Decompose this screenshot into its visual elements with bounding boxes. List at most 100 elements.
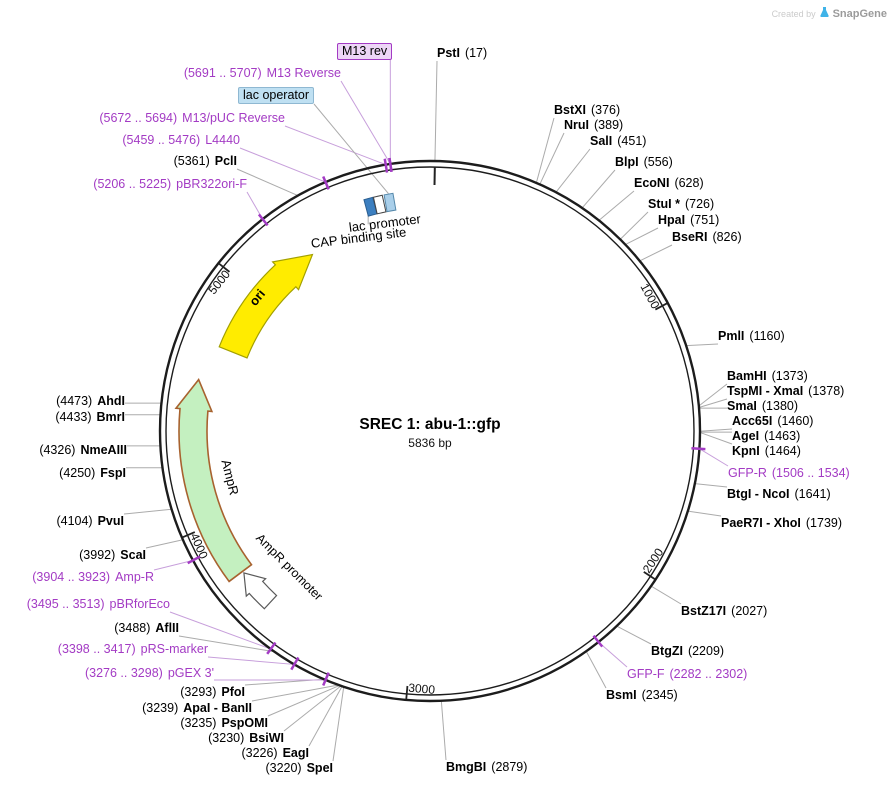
site-position: (4250)	[59, 466, 96, 480]
primer-label-amp-r[interactable]: (3904 .. 3923) Amp-R	[32, 570, 154, 585]
feature-name: lac operator	[243, 88, 310, 102]
site-label-blpi[interactable]: BlpI (556)	[615, 155, 673, 170]
enzyme-name: NmeAIII	[80, 443, 127, 457]
site-label-bmri[interactable]: (4433) BmrI	[55, 410, 125, 425]
site-label-nrui[interactable]: NruI (389)	[564, 118, 623, 133]
enzyme-name: BmgBI	[446, 760, 487, 774]
site-label-pspomi[interactable]: (3235) PspOMI	[180, 716, 268, 731]
site-label-econi[interactable]: EcoNI (628)	[634, 176, 704, 191]
site-label-btgi-ncoi[interactable]: BtgI - NcoI (1641)	[727, 487, 831, 502]
site-label-kpni[interactable]: KpnI (1464)	[732, 444, 801, 459]
site-label-pvui[interactable]: (4104) PvuI	[56, 514, 124, 529]
ori-arrow[interactable]	[218, 253, 314, 359]
primer-site-tick[interactable]	[592, 634, 604, 648]
site-label-tspmi-xmai[interactable]: TspMI - XmaI (1378)	[727, 384, 844, 399]
primer-site-tick[interactable]	[383, 158, 389, 173]
enzyme-name: AhdI	[97, 394, 125, 408]
callout-line	[639, 244, 673, 262]
watermark: Created by SnapGene	[772, 5, 887, 23]
enzyme-name: BtgI - NcoI	[727, 487, 790, 501]
site-label-pfoi[interactable]: (3293) PfoI	[180, 685, 245, 700]
site-label-psti[interactable]: PstI (17)	[437, 46, 487, 61]
watermark-created-by: Created by	[771, 9, 816, 19]
primer-label-prs-marker[interactable]: (3398 .. 3417) pRS-marker	[58, 642, 208, 657]
callout-line	[236, 168, 299, 197]
site-position: (1380)	[761, 399, 799, 413]
site-label-btgzi[interactable]: BtgZI (2209)	[651, 644, 724, 659]
site-position: (3992)	[79, 548, 116, 562]
primer-site-tick[interactable]	[322, 672, 330, 686]
feature-box[interactable]	[372, 194, 387, 215]
site-label-spei[interactable]: (3220) SpeI	[265, 761, 333, 776]
site-position: (3398 .. 3417)	[57, 642, 136, 656]
callout-line	[169, 611, 271, 650]
feature-label-lac-operator[interactable]: lac operator	[238, 87, 315, 104]
site-label-bsiwi[interactable]: (3230) BsiWI	[208, 731, 284, 746]
site-position: (3276 .. 3298)	[84, 666, 163, 680]
primer-site-tick[interactable]	[322, 176, 330, 190]
site-position: (1373)	[771, 369, 808, 383]
site-label-eagi[interactable]: (3226) EagI	[241, 746, 309, 761]
primer-site-tick[interactable]	[691, 446, 706, 451]
primer-site-tick[interactable]	[257, 213, 269, 227]
site-label-stui[interactable]: StuI * (726)	[648, 197, 714, 212]
enzyme-name: BsiWI	[249, 731, 284, 745]
primer-label-m13-puc-reverse[interactable]: (5672 .. 5694) M13/pUC Reverse	[99, 111, 285, 126]
enzyme-name: PvuI	[97, 514, 124, 528]
primer-label-m13-reverse[interactable]: (5691 .. 5707) M13 Reverse	[184, 66, 341, 81]
site-label-scai[interactable]: (3992) ScaI	[79, 548, 146, 563]
site-label-ahdi[interactable]: (4473) AhdI	[56, 394, 125, 409]
site-position: (2209)	[687, 644, 725, 658]
primer-site-tick[interactable]	[290, 656, 300, 671]
enzyme-name: AflII	[155, 621, 179, 635]
site-label-bstz17i[interactable]: BstZ17I (2027)	[681, 604, 767, 619]
site-label-sali[interactable]: SalI (451)	[590, 134, 646, 149]
primer-label-pbr322ori-f[interactable]: (5206 .. 5225) pBR322ori-F	[93, 177, 247, 192]
site-label-hpai[interactable]: HpaI (751)	[658, 213, 719, 228]
callout-line	[340, 80, 391, 165]
site-label-bstxi[interactable]: BstXI (376)	[554, 103, 620, 118]
plasmid-ring-inner	[165, 166, 695, 696]
enzyme-name: TspMI - XmaI	[727, 384, 804, 398]
primer-label-gfp-r[interactable]: GFP-R (1506 .. 1534)	[728, 466, 850, 481]
site-label-acc65i[interactable]: Acc65I (1460)	[732, 414, 813, 429]
primer-label-pgex-3[interactable]: (3276 .. 3298) pGEX 3'	[85, 666, 214, 681]
enzyme-name: EagI	[282, 746, 309, 760]
primer-site-tick[interactable]	[388, 157, 393, 173]
primer-site-tick[interactable]	[266, 641, 277, 655]
site-position: (4473)	[56, 394, 93, 408]
feature-box[interactable]	[383, 192, 397, 213]
callout-line	[440, 700, 447, 761]
site-label-bmgbi[interactable]: BmgBI (2879)	[446, 760, 527, 775]
site-position: (1378)	[808, 384, 845, 398]
ampr-arrow[interactable]	[174, 378, 253, 583]
site-position: (4326)	[39, 443, 76, 457]
site-label-pmli[interactable]: PmlI (1160)	[718, 329, 785, 344]
primer-label-gfp-f[interactable]: GFP-F (2282 .. 2302)	[627, 667, 747, 682]
site-position: (5672 .. 5694)	[99, 111, 178, 125]
site-position: (17)	[464, 46, 488, 60]
enzyme-name: AgeI	[732, 429, 760, 443]
site-label-pcli[interactable]: (5361) PclI	[174, 154, 237, 169]
site-label-smai[interactable]: SmaI (1380)	[727, 399, 798, 414]
feature-label-m13-rev[interactable]: M13 rev	[337, 43, 393, 60]
site-label-bsmi[interactable]: BsmI (2345)	[606, 688, 678, 703]
site-label-aflii[interactable]: (3488) AflII	[114, 621, 179, 636]
primer-label-pbrforeco[interactable]: (3495 .. 3513) pBRforEco	[27, 597, 170, 612]
primer-site-tick[interactable]	[187, 555, 201, 565]
scale-label: 2000	[640, 545, 667, 575]
plasmid-ring-outer[interactable]	[158, 159, 702, 703]
primer-label-l4440[interactable]: (5459 .. 5476) L4440	[122, 133, 240, 148]
feature-name: M13 rev	[342, 44, 388, 58]
callout-line	[687, 510, 722, 517]
site-position: (826)	[712, 230, 742, 244]
ampr-promoter-arrow[interactable]	[243, 572, 278, 610]
site-label-paer7i-xhoi[interactable]: PaeR7I - XhoI (1739)	[721, 516, 842, 531]
site-label-apai-banii[interactable]: (3239) ApaI - BanII	[142, 701, 252, 716]
site-label-agei[interactable]: AgeI (1463)	[732, 429, 800, 444]
site-label-bamhi[interactable]: BamHI (1373)	[727, 369, 808, 384]
callout-line	[598, 641, 628, 668]
site-label-bseri[interactable]: BseRI (826)	[672, 230, 742, 245]
site-label-fspi[interactable]: (4250) FspI	[59, 466, 126, 481]
site-label-nmeaiii[interactable]: (4326) NmeAIII	[39, 443, 127, 458]
